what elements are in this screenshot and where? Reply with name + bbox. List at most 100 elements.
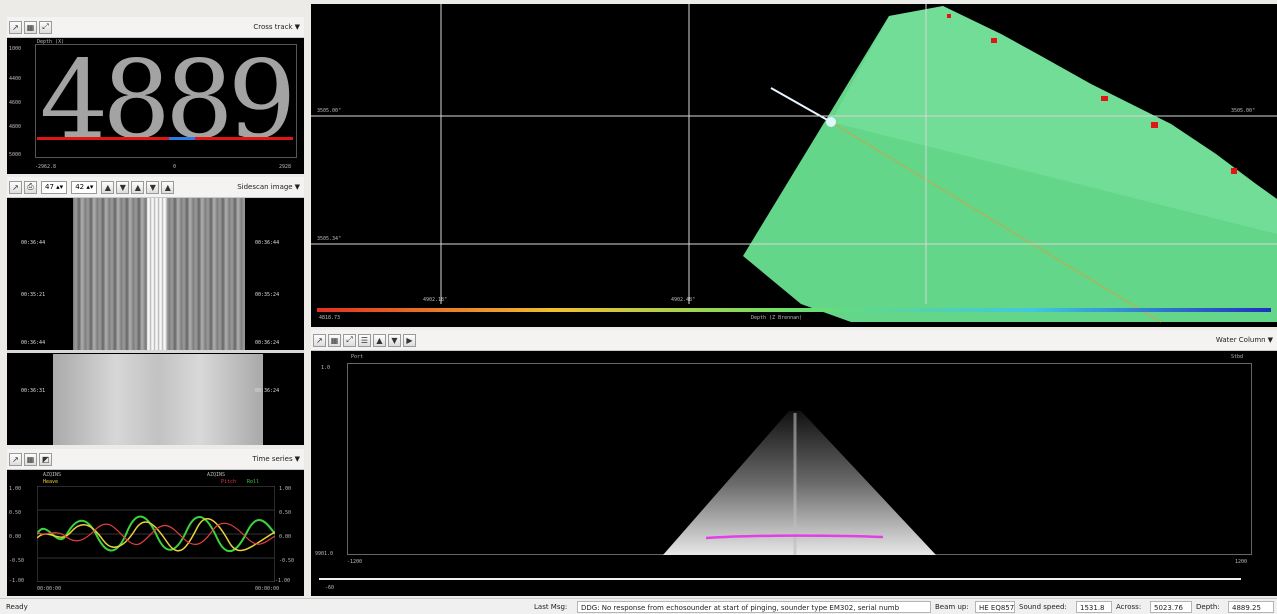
fit-tool-button[interactable]: ⤢ xyxy=(39,20,52,34)
sidescan-toolbar: ↗ ⎙ 47 ▴▾ 42 ▴▾ ▲ ▼ ▲ ▼ ▲ Sidescan image… xyxy=(7,177,304,198)
wc-y-bottom: 9901.0 xyxy=(315,551,334,557)
seafloor-profile-line xyxy=(37,137,293,140)
status-ready: Ready xyxy=(6,603,28,611)
arrow-right-icon[interactable]: ▶ xyxy=(403,333,416,347)
time-series-top-label: AZQINS xyxy=(43,472,62,478)
ts-y-right: -0.50 xyxy=(279,558,295,564)
status-bar: Ready Last Msg: DDG: No response from ec… xyxy=(0,598,1277,614)
pitch-trace xyxy=(37,522,275,546)
ts-y-right: 0.00 xyxy=(279,534,292,540)
gain-spinner-b[interactable]: 42 ▴▾ xyxy=(71,180,98,194)
arrow-up-icon[interactable]: ▲ xyxy=(131,180,145,194)
sidescan-seafloor-strip xyxy=(53,354,263,445)
vessel-position xyxy=(826,117,836,127)
map-view[interactable]: 3505.00" 3505.34" 3505.00" 4902.18" 4902… xyxy=(311,4,1277,327)
depth-plot-title: Depth (X) xyxy=(37,39,65,45)
sound-speed-value: 1531.8 xyxy=(1076,601,1112,613)
map-svg xyxy=(311,4,1277,323)
depth-y-tick: 4800 xyxy=(9,124,22,130)
sidescan-mode-select[interactable]: Sidescan image ▼ xyxy=(237,180,300,194)
across-value: 5023.76 xyxy=(1150,601,1192,613)
print-icon[interactable]: ⎙ xyxy=(24,180,37,194)
depth-scale-min: 4818.73 xyxy=(319,315,341,321)
outlier-mark xyxy=(947,14,951,18)
nadir-marker xyxy=(169,137,195,140)
time-series-svg xyxy=(37,486,275,582)
depth-mode-select[interactable]: Cross track ▼ xyxy=(253,20,300,34)
sidescan-mode-label: Sidescan image xyxy=(237,183,293,191)
depth-x-max: 2928 xyxy=(279,164,292,170)
beam-vector xyxy=(770,87,832,123)
depth-panel[interactable]: Depth (X) 1000 4400 4600 4800 5000 4889 … xyxy=(7,38,304,174)
port-label: Port xyxy=(351,354,364,360)
ts-y-left: 0.50 xyxy=(9,510,22,516)
grid-tool-button[interactable]: ▦ xyxy=(328,333,341,347)
zoom-tool-button[interactable]: ↗ xyxy=(313,333,326,347)
sidescan-time-right: 00:35:24 xyxy=(255,292,280,298)
depth-plot-frame xyxy=(35,44,297,158)
arrow-up-icon[interactable]: ▲ xyxy=(373,333,386,347)
beam-value: HE EQ857 xyxy=(975,601,1015,613)
arrow-down-icon[interactable]: ▼ xyxy=(146,180,160,194)
depth-y-tick: 4400 xyxy=(9,76,22,82)
depth-color-scale xyxy=(317,308,1271,312)
fit-tool-button[interactable]: ⤢ xyxy=(343,333,356,347)
legend-heave: Heave xyxy=(43,479,59,485)
sidescan-time-left: 00:36:31 xyxy=(21,388,46,394)
depth-y-tick: 5000 xyxy=(9,152,22,158)
settings-tool-button[interactable]: ☰ xyxy=(358,333,371,347)
heave-trace xyxy=(37,518,275,552)
time-series-plot[interactable]: AZQINS Heave AZQINS Pitch Roll 1.00 0.50… xyxy=(7,470,304,596)
depth-panel-toolbar: ↗ ▦ ⤢ Cross track ▼ xyxy=(7,17,304,38)
depth-value: 4889.25 xyxy=(1228,601,1274,613)
water-column-mode-label: Water Column xyxy=(1215,336,1266,344)
sidescan-divider xyxy=(7,350,304,353)
ts-y-right: -1.00 xyxy=(275,578,291,584)
zoom-tool-button[interactable]: ↗ xyxy=(9,180,22,194)
depth-x-min: -2962.8 xyxy=(35,164,57,170)
depth-scale-label: Depth (Z Brennan) xyxy=(751,315,803,321)
legend-pitch: Pitch xyxy=(221,479,237,485)
depth-label: Depth: xyxy=(1196,603,1220,611)
depth-y-tick: 4600 xyxy=(9,100,22,106)
arrow-down-icon[interactable]: ▼ xyxy=(116,180,130,194)
arrow-down-icon[interactable]: ▼ xyxy=(388,333,401,347)
grid-tool-button[interactable]: ▦ xyxy=(24,20,37,34)
arrow-up-icon[interactable]: ▲ xyxy=(161,180,175,194)
time-series-top-label-right: AZQINS xyxy=(207,472,226,478)
zoom-tool-button[interactable]: ↗ xyxy=(9,452,22,466)
last-msg-value: DDG: No response from echosounder at sta… xyxy=(577,601,931,613)
ts-y-left: -1.00 xyxy=(9,578,25,584)
bottom-detection-trace xyxy=(705,534,884,540)
beam-fan xyxy=(663,411,936,555)
color-tool-button[interactable]: ◩ xyxy=(39,452,52,466)
swath-highlight xyxy=(831,6,1277,234)
zoom-tool-button[interactable]: ↗ xyxy=(9,20,22,34)
ts-y-right: 1.00 xyxy=(279,486,292,492)
gain-a-value: 47 xyxy=(45,183,54,191)
water-column-toolbar: ↗ ▦ ⤢ ☰ ▲ ▼ ▶ Water Column ▼ xyxy=(311,330,1277,351)
wc-bottom-tick: -60 xyxy=(325,585,335,591)
time-series-mode-select[interactable]: Time series ▼ xyxy=(253,452,300,466)
ts-time-left: 00:00:00 xyxy=(37,586,62,592)
sidescan-image[interactable]: 00:36:44 00:35:21 00:36:44 00:36:31 00:3… xyxy=(7,198,304,445)
outlier-mark xyxy=(1151,122,1158,128)
ts-time-right: 00:00:00 xyxy=(255,586,280,592)
water-column-mode-select[interactable]: Water Column ▼ xyxy=(1216,333,1273,347)
gain-spinner-a[interactable]: 47 ▴▾ xyxy=(41,180,68,194)
wc-x-right: 1200 xyxy=(1235,559,1248,565)
wc-x-left: -1200 xyxy=(347,559,363,565)
sidescan-time-right: 00:36:24 xyxy=(255,388,280,394)
sidescan-time-left: 00:36:44 xyxy=(21,340,46,346)
arrow-up-icon[interactable]: ▲ xyxy=(101,180,115,194)
water-column-view[interactable]: Port Stbd 1.0 9901.0 -1200 1200 -60 xyxy=(311,351,1277,596)
lat-label-right: 3505.00" xyxy=(1231,108,1256,114)
chevron-down-icon: ▼ xyxy=(294,23,300,31)
grid-tool-button[interactable]: ▦ xyxy=(24,452,37,466)
lon-label-right: 4902.48" xyxy=(671,297,696,303)
chevron-down-icon: ▼ xyxy=(294,455,300,463)
ts-y-left: 0.00 xyxy=(9,534,22,540)
wc-y-top: 1.0 xyxy=(321,365,331,371)
sidescan-time-right: 00:36:24 xyxy=(255,340,280,346)
